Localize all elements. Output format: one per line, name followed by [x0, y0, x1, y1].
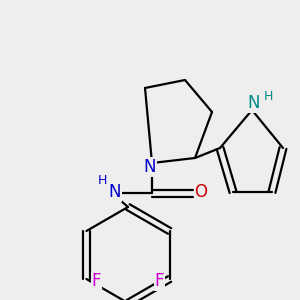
Text: H: H	[97, 175, 107, 188]
Text: N: N	[248, 94, 260, 112]
Text: F: F	[155, 272, 164, 290]
Text: O: O	[194, 183, 208, 201]
Text: N: N	[144, 158, 156, 176]
Text: N: N	[109, 183, 121, 201]
Text: F: F	[92, 272, 101, 290]
Text: H: H	[263, 89, 273, 103]
